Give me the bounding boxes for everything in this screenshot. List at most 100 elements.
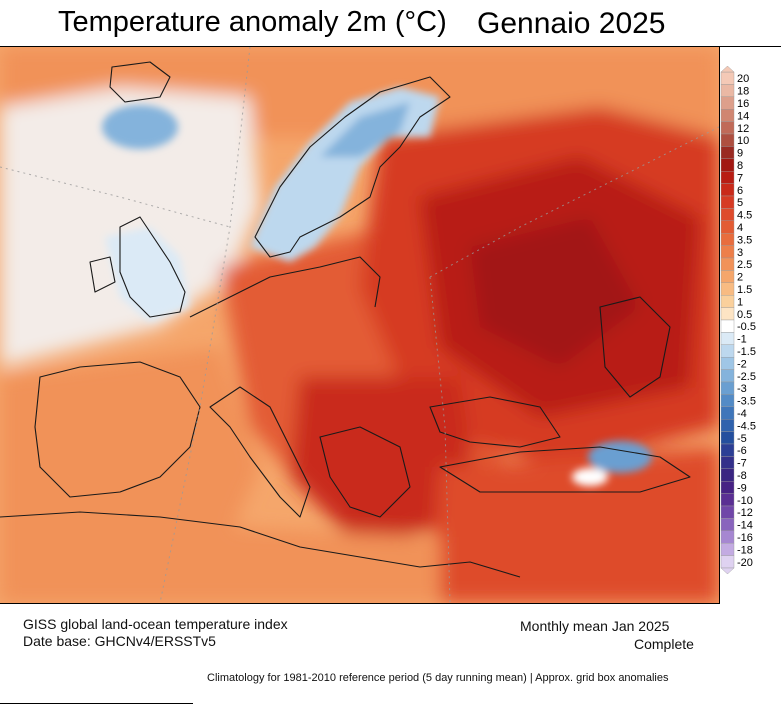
legend-swatch (720, 245, 735, 259)
coast-great-britain (119, 216, 186, 318)
anomaly-map-canvas (0, 47, 719, 603)
graticule-meridian-1 (159, 47, 251, 603)
anomaly-zone-balkans (290, 377, 480, 547)
legend-tick-label: -0.5 (737, 321, 756, 333)
map-title: Temperature anomaly 2m (°C) (58, 6, 447, 38)
legend-swatch (720, 121, 735, 135)
climatology-note: Climatology for 1981-2010 reference peri… (207, 672, 669, 684)
legend-tick-label: -16 (737, 532, 753, 544)
graticule-parallel-1 (429, 126, 719, 278)
coast-anatolia (439, 446, 691, 493)
anomaly-cold-anatolia (588, 441, 652, 473)
graticule (0, 47, 719, 603)
anomaly-zone-north-africa (0, 517, 440, 603)
legend-tick-label: -18 (737, 544, 753, 556)
source-line-2: Date base: GHCNv4/ERSSTv5 (23, 633, 216, 649)
legend-tick-label: -4.5 (737, 420, 756, 432)
legend-swatch (720, 183, 735, 197)
legend-tick-label: 6 (737, 185, 743, 197)
legend-swatch (720, 332, 735, 345)
legend-swatch (720, 357, 735, 370)
coast-caspian (599, 296, 671, 398)
legend-tick-label: -1.5 (737, 346, 756, 358)
legend-swatch (720, 481, 735, 494)
color-legend-bar: 201816141210987654.543.532.521.510.5-0.5… (720, 66, 756, 575)
source-line-1: GISS global land-ocean temperature index (23, 616, 288, 632)
map-period: Gennaio 2025 (477, 7, 666, 40)
legend-tick-label: -8 (737, 470, 747, 482)
color-legend: 20 18 16 14 12 10 9 8 7 6 5 4.5 4 3.5 3 2.5 2 1.5 1 0.5 -0.5… (719, 66, 781, 586)
legend-swatch (720, 369, 735, 383)
legend-tick-label: -12 (737, 507, 753, 519)
legend-swatch (720, 257, 735, 271)
coast-ireland (89, 256, 116, 293)
anomaly-cold-uk (105, 227, 190, 322)
legend-swatch (720, 406, 735, 420)
coast-scandinavia (254, 76, 451, 258)
coastlines (0, 61, 691, 578)
anomaly-zone-peak (470, 217, 640, 367)
anomaly-zone-turkey (430, 447, 719, 603)
legend-swatch (720, 170, 735, 184)
anomaly-cold-lapland (320, 102, 410, 157)
legend-swatch (720, 158, 735, 172)
legend-swatch (720, 232, 735, 246)
coast-iberia (34, 361, 201, 498)
coast-iceland (109, 61, 171, 103)
legend-swatch (720, 456, 735, 469)
legend-tick-label: 16 (737, 98, 749, 110)
legend-swatch (720, 381, 735, 395)
legend-tick-label: 8 (737, 160, 743, 172)
legend-tick-label: 2.5 (737, 259, 752, 271)
legend-tick-label: -3 (737, 383, 747, 395)
legend-swatch (720, 146, 735, 160)
legend-swatch (720, 294, 735, 308)
graticule-meridian-2 (429, 276, 451, 603)
legend-swatch (720, 270, 735, 283)
legend-swatch (720, 96, 735, 110)
legend-tick-label: -9 (737, 482, 747, 494)
legend-tick-label: 7 (737, 172, 743, 184)
bottom-rule (0, 703, 193, 704)
legend-tick-label: -1 (737, 334, 747, 346)
legend-tick-label: 1 (737, 296, 743, 308)
legend-swatch (720, 543, 735, 556)
legend-swatch (720, 505, 735, 519)
coast-north-africa (0, 511, 521, 578)
legend-tick-label: 20 (737, 73, 749, 85)
legend-arrow-top (720, 66, 735, 73)
legend-swatch (720, 220, 735, 234)
coast-greece (319, 426, 411, 518)
legend-swatch (720, 518, 735, 531)
graticule-parallel-2 (0, 166, 231, 228)
legend-tick-label: 18 (737, 86, 749, 98)
legend-tick-label: -7 (737, 458, 747, 470)
legend-tick-label: 1.5 (737, 284, 752, 296)
legend-tick-label: 0.5 (737, 309, 752, 321)
legend-arrow-bottom (720, 567, 735, 575)
legend-swatch (720, 344, 735, 358)
title-bar: Temperature anomaly 2m (°C) Gennaio 2025 (0, 0, 781, 47)
legend-swatch (720, 555, 735, 569)
legend-tick-label: -2 (737, 358, 747, 370)
legend-tick-label: 3.5 (737, 234, 752, 246)
legend-tick-label: 12 (737, 123, 749, 135)
legend-tick-label: -5 (737, 433, 747, 445)
coast-italy (209, 386, 311, 518)
legend-tick-label: -14 (737, 520, 753, 532)
legend-tick-label: 14 (737, 110, 749, 122)
legend-tick-label: -4 (737, 408, 747, 420)
legend-tick-label: 2 (737, 272, 743, 284)
legend-swatch (720, 195, 735, 209)
legend-swatch (720, 282, 735, 296)
legend-tick-label: -2.5 (737, 371, 756, 383)
legend-tick-label: 9 (737, 148, 743, 160)
legend-tick-label: -10 (737, 495, 753, 507)
legend-tick-label: 5 (737, 197, 743, 209)
mean-line-2: Complete (634, 636, 694, 652)
legend-swatch (720, 394, 735, 407)
legend-tick-label: 3 (737, 247, 743, 259)
legend-swatch (720, 133, 735, 147)
legend-swatch (720, 319, 735, 333)
legend-swatch (720, 109, 735, 122)
